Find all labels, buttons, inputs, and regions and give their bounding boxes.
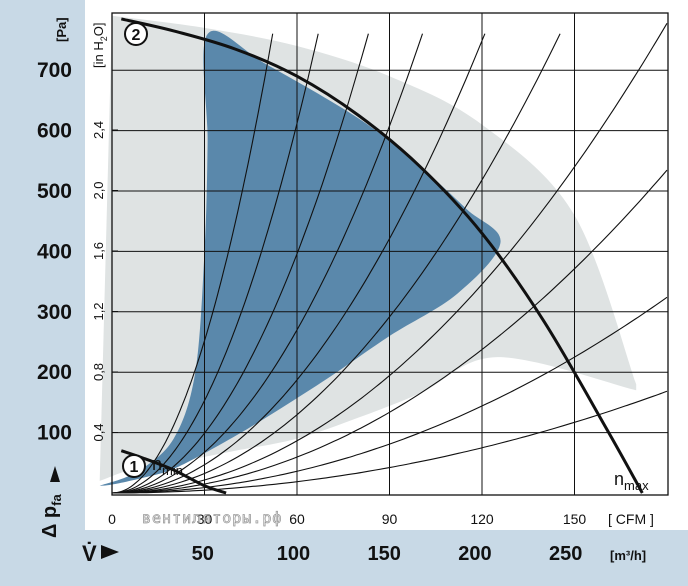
system-resistance-curve [111,169,668,494]
watermark-text: вентиляторы.рф [142,509,282,527]
fan-curve-2 [120,17,644,494]
x-tick-label-m3h: 250 [549,543,582,565]
system-resistance-curve [111,23,668,494]
y-axis-title: Δ pfa [39,494,64,538]
y-axis-unit-pa: [Pa] [54,17,69,42]
x-tick-label-m3h: 100 [277,543,310,565]
y-tick-label-inh2o: 2,0 [91,181,106,199]
n-min-annotation: nmin [152,454,183,478]
system-resistance-curve [111,33,319,494]
curve-1-marker [122,454,146,478]
system-resistance-curve [111,33,424,494]
curve-1-label: 1 [130,459,139,476]
curve-2-marker [124,22,148,46]
x-tick-label-m3h: 50 [192,543,214,565]
y-axis-arrow-icon [50,466,60,482]
bottom-axis-strip [0,530,688,586]
curve-2-label: 2 [132,27,141,44]
x-tick-label-cfm: 120 [470,511,494,527]
y-tick-label-inh2o: 0,4 [91,423,106,441]
x-tick-label-m3h: 200 [458,543,491,565]
x-axis-title: V̇ [82,541,97,566]
x-tick-label-cfm: 0 [108,511,116,527]
y-tick-label-pa: 100 [37,422,72,445]
tick-labels: 100 200 300 400 500 600 700 0,4 0,8 1,2 1,6 2,0 2,4 0… [37,59,586,565]
y-tick-label-pa: 400 [37,240,72,263]
x-tick-label-cfm: 60 [289,511,305,527]
x-tick-label-cfm: 150 [563,511,587,527]
system-resistance-curve [111,390,668,494]
y-tick-label-inh2o: 1,2 [91,302,106,320]
system-resistance-curve [111,33,274,494]
system-resistance-curves [111,23,668,494]
y-tick-label-inh2o: 0,8 [91,363,106,381]
x-axis-unit-cfm: [ CFM ] [608,511,654,527]
y-tick-label-pa: 700 [37,59,72,82]
y-tick-label-pa: 500 [37,180,72,203]
y-tick-label-pa: 600 [37,120,72,143]
y-tick-label-inh2o: 1,6 [91,242,106,260]
left-axis-strip [0,0,85,586]
x-tick-label-cfm: 90 [382,511,398,527]
x-axis-arrow-icon [101,545,119,559]
y-axis-unit-inh2o: [in H2O] [91,23,109,68]
system-resistance-curve [111,33,369,494]
x-tick-label-m3h: 150 [368,543,401,565]
system-resistance-curve [111,33,486,494]
y-tick-label-inh2o: 2,4 [91,121,106,139]
x-axis-unit-m3h: [m³/h] [610,548,646,563]
x-tick-label-cfm: 30 [197,511,213,527]
y-tick-label-pa: 200 [37,361,72,384]
y-tick-label-pa: 300 [37,301,72,324]
n-max-annotation: nmax [614,469,649,493]
system-resistance-curve [111,33,561,494]
